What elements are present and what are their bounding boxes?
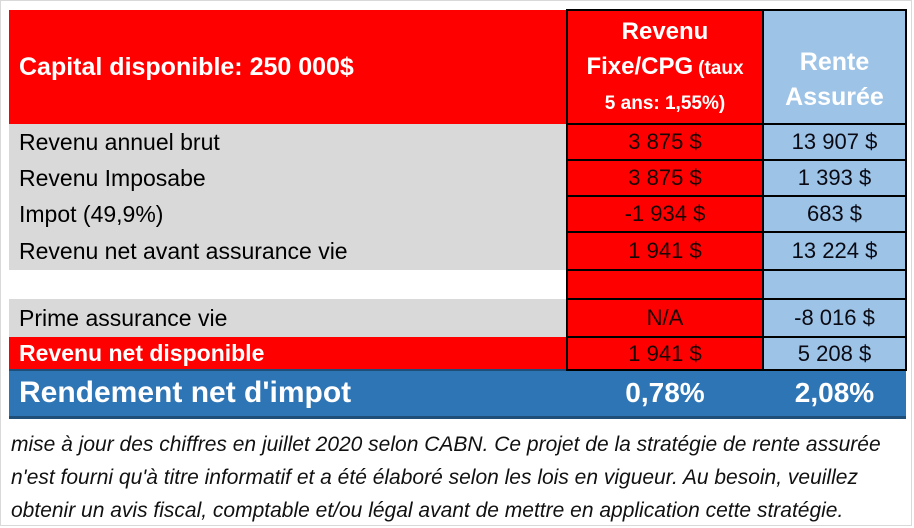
cpg-value: -1 934 $ <box>566 195 764 233</box>
rente-value: -8 016 $ <box>762 298 907 338</box>
cpg-value: 3 875 $ <box>566 123 764 161</box>
table-row-revenu-imposable: Revenu Imposabe 3 875 $ 1 393 $ <box>9 159 907 197</box>
table-row-impot: Impot (49,9%) -1 934 $ 683 $ <box>9 195 907 233</box>
cpg-header-line2: Fixe/CPG (taux <box>586 52 744 80</box>
cpg-value: 1 941 $ <box>566 336 764 371</box>
row-label: Prime assurance vie <box>9 299 567 337</box>
table-row-revenu-net-disponible: Revenu net disponible 1 941 $ 5 208 $ <box>9 336 907 371</box>
rente-column-header: Rente Assurée <box>762 9 907 125</box>
cpg-value: N/A <box>566 298 764 338</box>
cpg-column-header: Revenu Fixe/CPG (taux 5 ans: 1,55%) <box>566 9 764 125</box>
cpg-value: 3 875 $ <box>566 159 764 197</box>
rente-header-line1: Rente <box>799 48 870 76</box>
cpg-header-line3: 5 ans: 1,55%) <box>604 92 726 114</box>
table-row-prime-assurance-vie: Prime assurance vie N/A -8 016 $ <box>9 298 907 338</box>
row-label: Revenu Imposabe <box>9 160 567 196</box>
row-label: Impot (49,9%) <box>9 196 567 232</box>
summary-label: Rendement net d'impot <box>9 369 567 419</box>
rente-value: 13 907 $ <box>762 123 907 161</box>
cpg-header-line1: Revenu <box>621 17 709 45</box>
disclaimer-text: mise à jour des chiffres en juillet 2020… <box>11 432 881 522</box>
rente-value: 13 224 $ <box>762 231 907 271</box>
comparison-table: Capital disponible: 250 000$ Revenu Fixe… <box>9 9 907 419</box>
header-row: Capital disponible: 250 000$ Revenu Fixe… <box>9 9 907 125</box>
table-row-revenu-annuel-brut: Revenu annuel brut 3 875 $ 13 907 $ <box>9 123 907 161</box>
row-label: Revenu annuel brut <box>9 124 567 160</box>
capital-header-cell: Capital disponible: 250 000$ <box>9 10 567 124</box>
rente-value <box>762 269 907 300</box>
cpg-value <box>566 269 764 300</box>
summary-rente-value: 2,08% <box>763 369 906 419</box>
rente-value: 1 393 $ <box>762 159 907 197</box>
cpg-value: 1 941 $ <box>566 231 764 271</box>
table-row-spacer <box>9 269 907 300</box>
summary-row-rendement: Rendement net d'impot 0,78% 2,08% <box>9 369 906 419</box>
rente-header-line2: Assurée <box>785 83 884 111</box>
rente-value: 683 $ <box>762 195 907 233</box>
row-label: Revenu net disponible <box>9 337 567 370</box>
summary-cpg-value: 0,78% <box>567 369 763 419</box>
row-label <box>9 270 567 299</box>
rente-value: 5 208 $ <box>762 336 907 371</box>
row-label: Revenu net avant assurance vie <box>9 232 567 270</box>
table-row-revenu-net-avant-assurance: Revenu net avant assurance vie 1 941 $ 1… <box>9 231 907 271</box>
